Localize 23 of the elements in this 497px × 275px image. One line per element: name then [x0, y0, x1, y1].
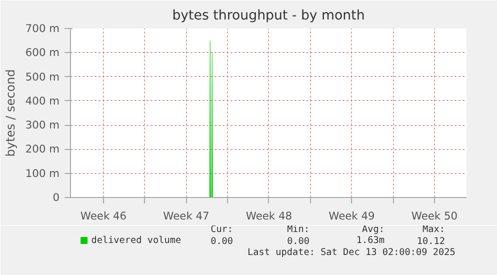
- y-tick-label: 300 m: [25, 118, 60, 132]
- legend-label: delivered volume: [91, 235, 182, 246]
- y-tick-label: 700 m: [25, 22, 60, 35]
- y-tick-label: 400 m: [25, 94, 60, 108]
- text: 10.12: [416, 236, 445, 247]
- text: 0.00: [210, 236, 234, 247]
- text: 1.63m: [356, 235, 385, 246]
- y-tick-label: 100 m: [25, 166, 60, 180]
- x-tick-label: Week 46: [80, 210, 127, 222]
- text: Avg:: [362, 224, 384, 235]
- x-tick-label: Week 50: [411, 210, 458, 222]
- y-tick-label: 600 m: [25, 46, 60, 60]
- text: 0.00: [287, 236, 310, 247]
- text: Max:: [422, 224, 445, 235]
- text: Last update: Sat Dec 13 02:00:09 2025: [248, 247, 456, 258]
- y-tick-label: 0: [52, 191, 60, 204]
- x-tick-label: Week 48: [246, 210, 292, 222]
- y-tick-label: 500 m: [25, 70, 60, 84]
- x-tick-label: Week 47: [163, 210, 210, 222]
- x-tick-label: Week 49: [328, 210, 376, 222]
- chart-title: bytes throughput - by month: [172, 8, 365, 24]
- y-tick-label: 200 m: [25, 142, 60, 156]
- y-axis-title: bytes / second: [3, 69, 18, 157]
